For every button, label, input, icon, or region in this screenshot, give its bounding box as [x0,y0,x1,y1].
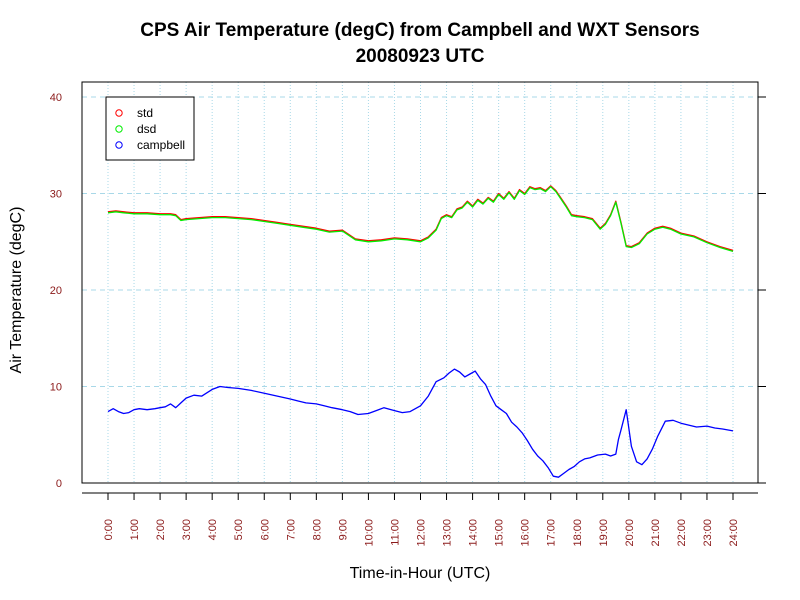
legend: std dsd campbell [105,96,195,161]
x-tick-label: 9:00 [337,519,349,540]
x-tick-label: 3:00 [181,519,193,540]
x-tick-label: 13:00 [442,519,454,547]
x-tick-label: 5:00 [233,519,245,540]
legend-marker-std [115,109,123,117]
x-tick-label: 22:00 [676,519,688,547]
x-tick-label: 21:00 [650,519,662,547]
x-tick-label: 2:00 [155,519,167,540]
y-tick-label: 30 [50,189,62,201]
chart-subtitle: 20080923 UTC [356,46,485,67]
x-tick-label: 19:00 [598,519,610,547]
axes: 0 10 20 30 40 0:00 1:00 2:00 3:00 4:00 5:00 6:00 7:0… [50,92,766,547]
x-tick-label: 1:00 [129,519,141,540]
plot-frame [81,81,759,484]
x-tick-label: 6:00 [259,519,271,540]
x-axis-label: Time-in-Hour (UTC) [350,565,491,582]
x-tick-label: 17:00 [546,519,558,547]
x-tick-label: 8:00 [311,519,323,540]
x-tick-label: 4:00 [207,519,219,540]
chart-title: CPS Air Temperature (degC) from Campbell… [140,20,700,41]
y-tick-label: 40 [50,92,62,104]
x-tick-label: 14:00 [468,519,480,547]
legend-marker-campbell [115,141,123,149]
legend-label-dsd: dsd [137,122,156,136]
legend-box [105,96,195,161]
y-tick-label: 10 [50,382,62,394]
y-tick-label: 20 [50,285,62,297]
x-tick-label: 7:00 [285,519,297,540]
legend-label-campbell: campbell [137,138,185,152]
series-line-dsd [107,186,734,253]
x-tick-label: 10:00 [363,519,375,547]
x-tick-label: 16:00 [520,519,532,547]
series-line-campbell [107,368,734,478]
x-tick-label: 15:00 [494,519,506,547]
x-tick-label: 23:00 [702,519,714,547]
y-axis-label: Air Temperature (degC) [8,207,25,374]
y-tick-label: 0 [56,478,62,490]
data-series [107,185,734,478]
x-tick-label: 18:00 [572,519,584,547]
x-tick-label: 20:00 [624,519,636,547]
legend-marker-dsd [115,125,123,133]
legend-label-std: std [137,106,153,120]
x-tick-label: 0:00 [103,519,115,540]
x-tick-label: 24:00 [728,519,740,547]
x-tick-label: 12:00 [416,519,428,547]
x-tick-label: 11:00 [389,519,401,546]
